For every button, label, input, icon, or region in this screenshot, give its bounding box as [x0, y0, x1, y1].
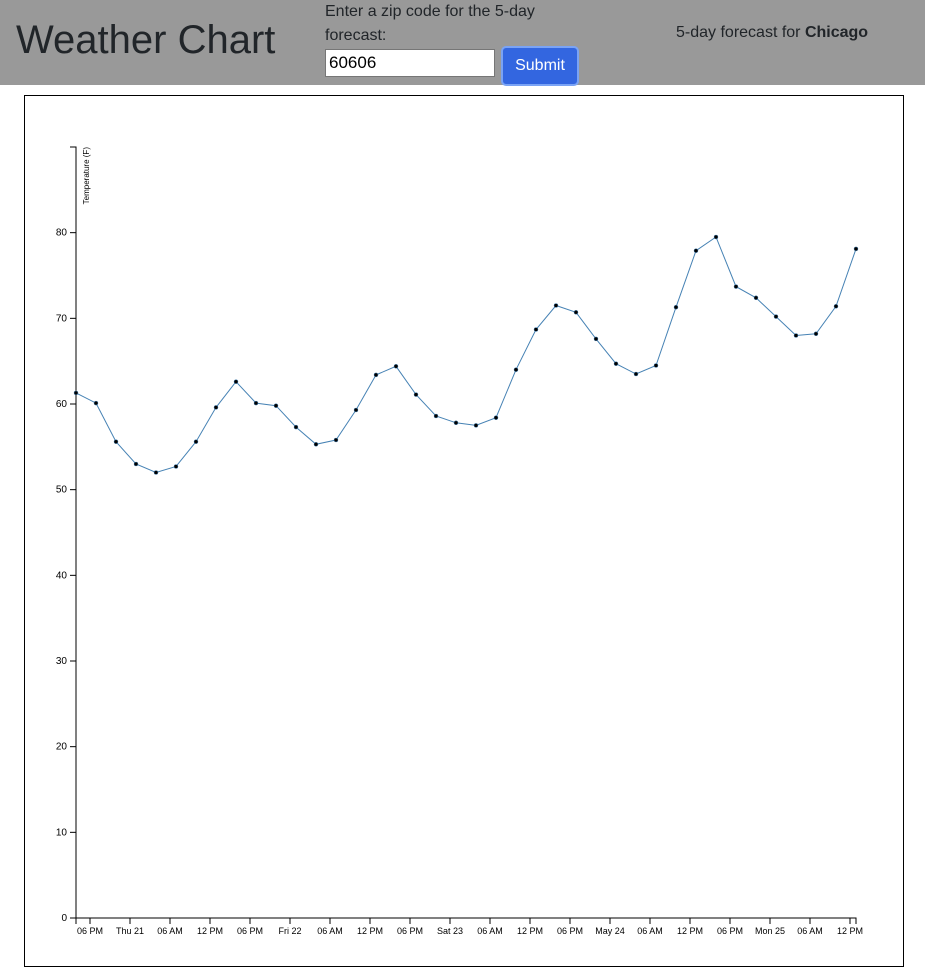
data-point: [413, 392, 419, 397]
x-axis-domain: [75, 917, 857, 924]
x-tick-label: Mon 25: [755, 926, 785, 936]
data-point: [73, 390, 79, 396]
x-tick-label: 06 AM: [797, 926, 823, 936]
data-point: [173, 464, 179, 469]
data-point: [713, 234, 719, 240]
x-tick-label: 06 AM: [477, 926, 503, 936]
data-point: [193, 439, 199, 444]
x-tick-label: 06 AM: [157, 926, 183, 936]
y-tick-label: 70: [56, 313, 68, 324]
x-tick-label: 12 PM: [517, 926, 543, 936]
x-axis: 06 PM Thu 21 06 AM 12 PM 06 PM Fri 22 06 AM 12 …: [75, 917, 863, 936]
data-point: [313, 442, 319, 447]
data-point: [853, 246, 859, 252]
y-axis-domain: [70, 146, 77, 919]
x-tick-label: 06 PM: [717, 926, 743, 936]
top-bar: Weather Chart Enter a zip code for the 5…: [0, 0, 925, 86]
data-point: [233, 379, 239, 384]
data-point: [393, 364, 399, 369]
data-point: [133, 461, 139, 467]
data-point: [833, 304, 839, 309]
data-point: [593, 336, 599, 342]
data-point: [633, 371, 639, 377]
data-point: [213, 405, 219, 410]
data-point: [573, 310, 579, 315]
data-point: [533, 327, 539, 332]
data-point: [673, 304, 679, 310]
submit-button[interactable]: Submit: [501, 46, 579, 86]
x-tick-label: Thu 21: [116, 926, 144, 936]
x-tick-label: Sat 23: [437, 926, 463, 936]
data-point: [693, 248, 699, 253]
data-point: [773, 314, 779, 319]
app-title: Weather Chart: [16, 18, 276, 62]
data-point: [753, 295, 759, 301]
data-point: [513, 367, 519, 372]
data-point: [253, 400, 259, 406]
data-point: [113, 439, 119, 444]
data-point: [353, 407, 359, 413]
x-tick-label: 12 PM: [357, 926, 383, 936]
x-tick-label: 12 PM: [677, 926, 703, 936]
temperature-series-line: [75, 236, 857, 474]
data-point: [153, 470, 159, 475]
data-point: [793, 333, 799, 338]
data-point: [373, 372, 379, 378]
data-point: [613, 361, 619, 366]
data-point: [433, 413, 439, 419]
zip-prompt-label: Enter a zip code for the 5-day forecast:: [325, 3, 535, 44]
y-tick-label: 40: [56, 570, 68, 581]
x-tick-label: 12 PM: [837, 926, 863, 936]
y-tick-label: 50: [56, 485, 68, 496]
y-tick-label: 60: [56, 399, 68, 410]
y-axis-label: Temperature (F): [82, 147, 91, 205]
data-point: [653, 363, 659, 368]
city-name: Chicago: [804, 24, 869, 41]
x-tick-label: 06 AM: [317, 926, 343, 936]
data-point: [333, 437, 339, 443]
data-points: [73, 234, 859, 475]
x-tick-label: 06 PM: [237, 926, 263, 936]
forecast-caption: 5-day forecast for Chicago: [676, 24, 868, 42]
data-point: [473, 423, 479, 428]
data-point: [93, 400, 99, 406]
y-axis: 0 10 20 30 40 50 60 70 80: [56, 146, 77, 924]
data-point: [813, 331, 819, 337]
x-tick-label: Fri 22: [278, 926, 301, 936]
chart-frame: 0 10 20 30 40 50 60 70 80 06 PM Thu 21 06 AM 12 PM 0…: [24, 95, 904, 967]
y-tick-label: 10: [56, 827, 68, 838]
y-tick-label: 80: [56, 228, 68, 239]
x-tick-label: May 24: [595, 926, 625, 936]
x-tick-label: 06 AM: [637, 926, 663, 936]
x-tick-label: 06 PM: [77, 926, 103, 936]
data-point: [273, 403, 279, 408]
y-tick-label: 20: [56, 742, 68, 753]
zip-code-input[interactable]: [325, 49, 495, 77]
x-tick-label: 06 PM: [397, 926, 423, 936]
y-tick-label: 0: [61, 913, 67, 924]
y-tick-label: 30: [56, 656, 68, 667]
data-point: [553, 303, 559, 308]
data-point: [493, 415, 499, 420]
x-tick-label: 12 PM: [197, 926, 223, 936]
data-point: [293, 424, 299, 430]
data-point: [733, 284, 739, 289]
forecast-prefix: 5-day forecast for: [676, 24, 805, 41]
data-point: [453, 420, 459, 426]
x-tick-label: 06 PM: [557, 926, 583, 936]
